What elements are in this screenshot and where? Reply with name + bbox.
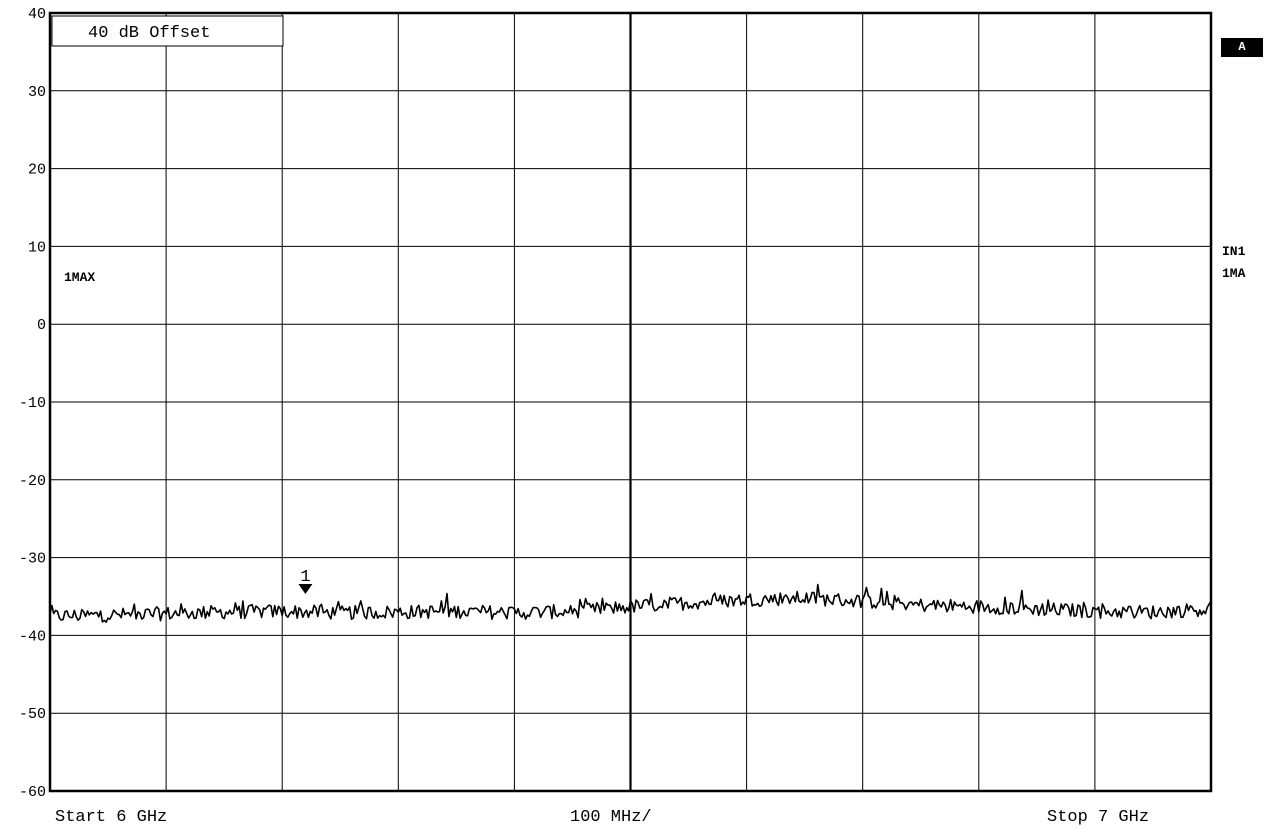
y-tick-label: 30	[28, 84, 46, 101]
y-tick-label: 0	[37, 317, 46, 334]
y-axis-ticks: 40 30 20 10 0 -10 -20 -30 -40 -50 -60	[19, 6, 46, 801]
y-tick-label: 20	[28, 162, 46, 179]
marker-label: 1	[300, 568, 310, 587]
trace-label: 1MAX	[64, 270, 95, 285]
y-tick-label: -30	[19, 551, 46, 568]
marker-layer: 1	[298, 568, 313, 594]
grid	[48, 11, 1213, 793]
span-per-division-label: 100 MHz/	[570, 808, 652, 827]
y-tick-label: -10	[19, 395, 46, 412]
y-tick-label: -20	[19, 473, 46, 490]
y-tick-label: -50	[19, 706, 46, 723]
input-label: IN1	[1222, 244, 1246, 259]
y-tick-label: 40	[28, 6, 46, 23]
offset-label: 40 dB Offset	[88, 24, 210, 43]
screen-a-badge: A	[1221, 38, 1263, 57]
trace-line	[49, 583, 1212, 623]
stop-frequency-label: Stop 7 GHz	[1047, 808, 1149, 827]
y-tick-label: -60	[19, 784, 46, 801]
offset-box: 40 dB Offset	[51, 15, 284, 47]
plot-frame	[48, 11, 1213, 793]
marker-triangle	[298, 583, 313, 594]
trace-layer	[49, 583, 1212, 623]
trace-mode-label: 1MA	[1222, 266, 1246, 281]
y-tick-label: 10	[28, 239, 46, 256]
start-frequency-label: Start 6 GHz	[55, 808, 167, 827]
y-tick-label: -40	[19, 628, 46, 645]
